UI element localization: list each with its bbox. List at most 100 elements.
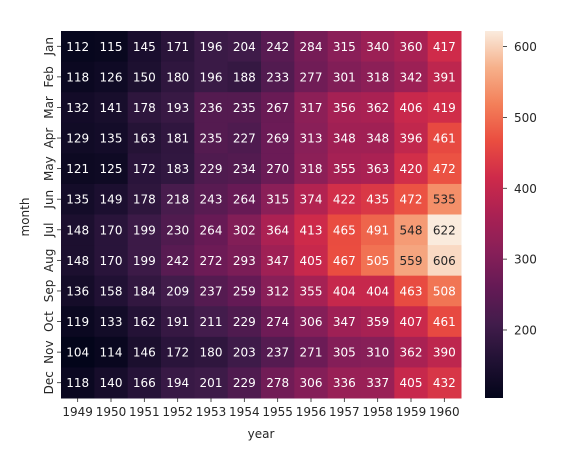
cell-value-label: 171: [166, 40, 189, 54]
cell-value-label: 194: [166, 376, 189, 390]
heatmap-cell: [327, 336, 362, 368]
cell-value-label: 235: [200, 132, 223, 146]
heatmap-cell: [127, 31, 162, 63]
heatmap-cell: [394, 367, 429, 399]
heatmap-cell: [61, 122, 95, 154]
cell-value-label: 404: [333, 284, 356, 298]
heatmap-cell: [294, 122, 329, 154]
heatmap-cell: [161, 153, 195, 185]
heatmap-cell: [361, 214, 395, 246]
cell-value-label: 112: [66, 40, 89, 54]
cell-value-label: 318: [300, 162, 323, 176]
heatmap-cell: [127, 367, 162, 399]
x-tick-label: 1956: [296, 405, 327, 419]
cell-value-label: 293: [233, 254, 256, 268]
cell-value-label: 362: [366, 101, 389, 115]
heatmap-cell: [327, 367, 362, 399]
heatmap-cell: [61, 336, 95, 368]
cell-value-label: 306: [300, 376, 323, 390]
x-tick-label: 1951: [129, 405, 160, 419]
heatmap-cell: [161, 61, 195, 93]
y-axis-ticks: Jan Feb Mar Apr May Jun Jul Aug Sep Oct Nov Dec: [42, 37, 61, 394]
heatmap-cell: [227, 31, 262, 63]
heatmap-cell: [327, 245, 362, 277]
cell-value-label: 218: [166, 193, 189, 207]
cell-value-label: 348: [333, 132, 356, 146]
x-tick-label: 1960: [429, 405, 460, 419]
heatmap-cell: [94, 153, 129, 185]
cell-value-label: 278: [266, 376, 289, 390]
heatmap-cell: [61, 306, 95, 338]
heatmap-cell: [294, 183, 329, 215]
y-tick-label: Oct: [42, 311, 56, 332]
cell-value-label: 148: [66, 223, 89, 237]
cell-value-label: 360: [400, 40, 423, 54]
heatmap-cell: [327, 306, 362, 338]
cell-value-label: 158: [100, 284, 123, 298]
cell-value-label: 407: [400, 315, 423, 329]
cell-value-label: 184: [133, 284, 156, 298]
heatmap-cell: [227, 214, 262, 246]
heatmap-cell: [227, 61, 262, 93]
heatmap-cell: [261, 31, 295, 63]
cell-value-label: 317: [300, 101, 323, 115]
cell-value-label: 347: [266, 254, 289, 268]
cell-value-label: 362: [400, 346, 423, 360]
heatmap-cell: [394, 306, 429, 338]
cell-value-label: 461: [433, 315, 456, 329]
heatmap-cell: [227, 367, 262, 399]
heatmap-cell: [361, 183, 395, 215]
heatmap-cell: [94, 367, 129, 399]
cell-value-label: 203: [233, 346, 256, 360]
heatmap-cell: [194, 306, 229, 338]
cell-value-label: 118: [66, 70, 89, 84]
heatmap-cell: [427, 275, 462, 307]
y-tick-label: Jul: [42, 223, 56, 238]
x-tick-label: 1957: [329, 405, 360, 419]
heatmap-cell: [127, 61, 162, 93]
cell-value-label: 259: [233, 284, 256, 298]
heatmap-cell: [361, 306, 395, 338]
cell-value-label: 355: [333, 162, 356, 176]
cell-value-label: 227: [233, 132, 256, 146]
heatmap-cell: [427, 31, 462, 63]
cell-value-label: 301: [333, 70, 356, 84]
cell-value-label: 463: [400, 284, 423, 298]
cell-value-label: 196: [200, 40, 223, 54]
heatmap-cell: [61, 31, 95, 63]
x-tick-label: 1950: [96, 405, 127, 419]
heatmap-cell: [227, 306, 262, 338]
cell-value-label: 405: [400, 376, 423, 390]
cell-value-label: 390: [433, 346, 456, 360]
cell-value-label: 180: [166, 70, 189, 84]
cell-value-label: 406: [400, 101, 423, 115]
cell-value-label: 129: [66, 132, 89, 146]
heatmap-cell: [161, 183, 195, 215]
cell-value-label: 472: [433, 162, 456, 176]
cell-value-label: 356: [333, 101, 356, 115]
heatmap-cell: [261, 153, 295, 185]
colorbar-tick-label: 200: [514, 323, 537, 337]
cell-value-label: 172: [133, 162, 156, 176]
heatmap-cell: [161, 214, 195, 246]
cell-value-label: 348: [366, 132, 389, 146]
cell-value-label: 355: [300, 284, 323, 298]
heatmap-cell: [294, 214, 329, 246]
heatmap-cell: [94, 183, 129, 215]
cell-value-label: 465: [333, 223, 356, 237]
y-tick-label: Nov: [42, 340, 56, 363]
heatmap-cell: [94, 31, 129, 63]
heatmap-cell: [194, 275, 229, 307]
cell-value-label: 115: [100, 40, 123, 54]
cell-value-label: 302: [233, 223, 256, 237]
y-tick-label: Mar: [42, 96, 56, 119]
cell-value-label: 118: [66, 376, 89, 390]
cell-value-label: 305: [333, 346, 356, 360]
x-tick-label: 1958: [362, 405, 393, 419]
heatmap-cell: [294, 336, 329, 368]
cell-value-label: 337: [366, 376, 389, 390]
x-tick-label: 1953: [196, 405, 227, 419]
heatmap-cell: [327, 214, 362, 246]
heatmap-cell: [427, 336, 462, 368]
cell-value-label: 548: [400, 223, 423, 237]
